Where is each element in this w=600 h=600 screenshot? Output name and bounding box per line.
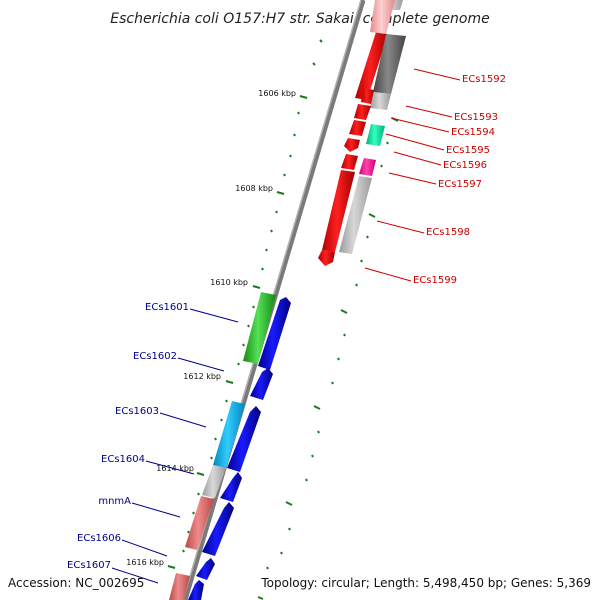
right-gene-labels: ECs1592 ECs1593 ECs1594 ECs1595 ECs1596 … — [364, 68, 506, 286]
gene-arrow-ecs1592 — [355, 32, 388, 100]
gene-arrow-ecs1599 — [318, 250, 335, 266]
map-title: Escherichia coli O157:H7 str. Sakai, com… — [110, 11, 489, 27]
gene-arrow-ecs1598 — [322, 170, 355, 252]
genome-summary-text: Topology: circular; Length: 5,498,450 bp… — [260, 576, 591, 590]
tick-1610 — [252, 285, 261, 289]
tick-label: 1616 kbp — [126, 558, 164, 567]
gene-label-ecs1593: ECs1593 — [454, 112, 498, 123]
gene-label-ecs1597: ECs1597 — [438, 179, 482, 190]
gene-arrow-ecs1594 — [349, 120, 366, 136]
outer-tick-ring — [257, 117, 399, 600]
forward-strand-genes — [188, 297, 291, 600]
gene-label-ecs1606: ECs1606 — [77, 533, 121, 544]
gene-label-ecs1601: ECs1601 — [145, 302, 189, 313]
tick-1608 — [276, 191, 285, 195]
left-track-genes — [169, 292, 276, 600]
gene-label-ecs1599: ECs1599 — [413, 275, 457, 286]
tick-1614 — [196, 472, 205, 476]
tick-1616 — [167, 565, 176, 569]
gene-arrow-ecs1601 — [258, 297, 291, 370]
tick-label: 1608 kbp — [235, 184, 273, 193]
gene-label-ecs1594: ECs1594 — [451, 127, 495, 138]
accession-text: Accession: NC_002695 — [8, 576, 144, 590]
tick-1612 — [225, 380, 234, 384]
gene-label-ecs1603: ECs1603 — [115, 406, 159, 417]
reverse-strand-genes — [318, 0, 406, 266]
gene-label-ecs1607: ECs1607 — [67, 560, 111, 571]
inner-tick-ring — [167, 39, 323, 569]
gene-label-mnma: mnmA — [98, 496, 131, 507]
gene-label-ecs1602: ECs1602 — [133, 351, 177, 362]
tick-label: 1612 kbp — [183, 372, 221, 381]
tick-label: 1610 kbp — [210, 278, 248, 287]
tick-label: 1606 kbp — [258, 89, 296, 98]
gene-label-ecs1604: ECs1604 — [101, 454, 145, 465]
gene-label-ecs1596: ECs1596 — [443, 160, 487, 171]
gene-arrow-ecs1597 — [341, 154, 358, 170]
left-gene-labels: ECs1601 ECs1602 ECs1603 ECs1604 mnmA ECs… — [67, 302, 239, 584]
gene-label-ecs1598: ECs1598 — [426, 227, 470, 238]
tick-1606 — [299, 95, 308, 99]
gene-label-ecs1595: ECs1595 — [446, 145, 490, 156]
gene-label-ecs1592: ECs1592 — [462, 74, 506, 85]
